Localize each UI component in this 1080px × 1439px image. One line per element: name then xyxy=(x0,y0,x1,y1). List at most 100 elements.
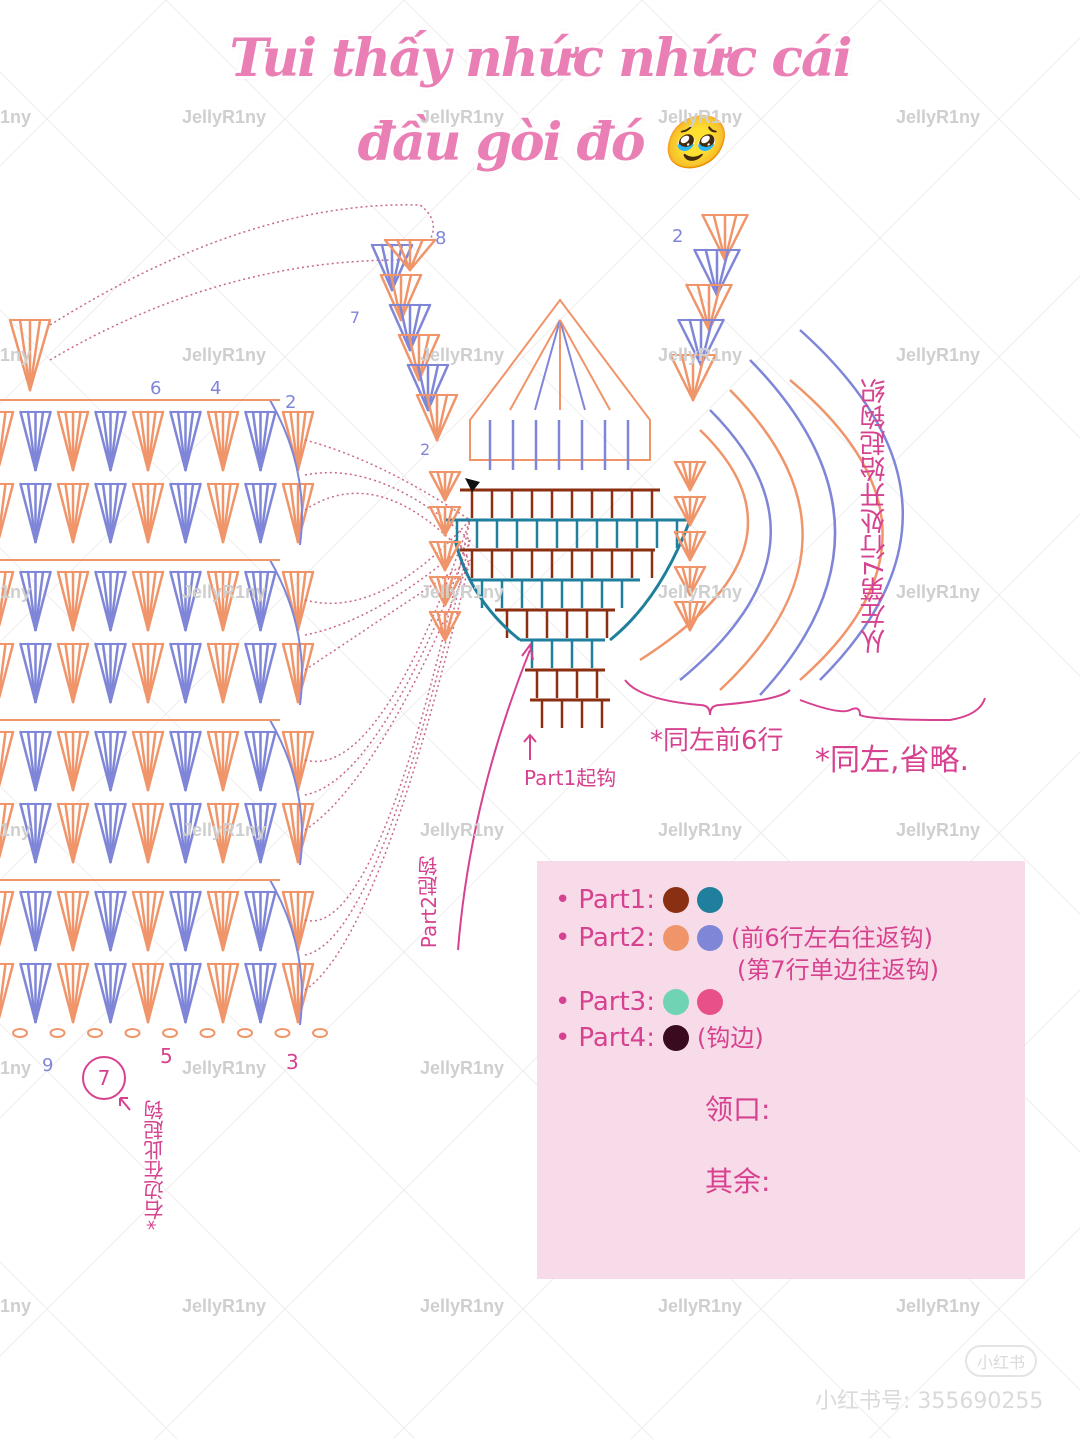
fan-stitch xyxy=(389,273,403,322)
fan-stitch xyxy=(396,238,412,272)
watermark: JellyR1ny xyxy=(182,1296,267,1316)
fan-stitch xyxy=(680,353,695,402)
fan-stitch xyxy=(109,410,127,472)
watermark: 1ny xyxy=(0,107,32,127)
watermark: JellyR1ny xyxy=(420,820,505,840)
fan-stitch xyxy=(28,318,42,392)
fan-stitch xyxy=(379,273,403,322)
watermark: 1ny xyxy=(0,582,32,602)
fan-stitch xyxy=(0,642,7,697)
row-arc xyxy=(719,389,804,691)
fan-stitch xyxy=(34,962,52,1024)
fan-stitch xyxy=(71,802,90,864)
watermark: JellyR1ny xyxy=(896,345,981,365)
fan-stitch xyxy=(415,393,439,442)
fan-stitch xyxy=(0,962,15,1020)
chain-stitch xyxy=(12,1028,28,1038)
fan-stitch xyxy=(688,495,707,527)
fan-stitch xyxy=(691,353,717,402)
edge-curve xyxy=(269,559,303,706)
fan-stitch xyxy=(296,410,315,472)
fan-stitch xyxy=(34,730,52,792)
fan-stitch xyxy=(398,303,412,352)
legend-label: Part3: xyxy=(578,987,655,1017)
fan-stitch xyxy=(380,243,394,292)
color-swatch xyxy=(696,887,723,913)
fan-stitch xyxy=(109,890,127,952)
fan-stitch xyxy=(0,570,7,625)
fan-stitch xyxy=(259,642,277,704)
watermark: JellyR1ny xyxy=(896,820,981,840)
fan-stitch xyxy=(146,890,165,952)
row-number: 4 xyxy=(210,378,222,399)
fan-stitch xyxy=(259,730,277,792)
legend-note-2: (第7行单边往返钩) xyxy=(737,956,939,984)
watermark: JellyR1ny xyxy=(420,1058,505,1078)
background-grid-line xyxy=(0,1023,416,1439)
watermark: JellyR1ny xyxy=(658,107,743,127)
fan-stitch xyxy=(109,730,127,792)
fan-stitch xyxy=(34,642,52,704)
watermark: JellyR1ny xyxy=(182,345,267,365)
fan-stitch xyxy=(0,890,15,948)
legend-label: Part1: xyxy=(578,885,655,915)
fan-stitch xyxy=(408,238,437,272)
watermark: 1ny xyxy=(0,1296,32,1316)
fan-stitch xyxy=(296,730,315,792)
chain-stitch xyxy=(49,1028,66,1038)
fan-stitch xyxy=(109,802,127,864)
row-number: 5 xyxy=(160,1044,173,1068)
fan-stitch xyxy=(296,890,315,952)
legend-item-part2: • Part2: (前6行左右往返钩) xyxy=(555,923,933,953)
watermark: JellyR1ny xyxy=(420,582,505,602)
start-note-left: *右边在此起钩 xyxy=(143,1100,167,1230)
fan-stitch xyxy=(71,890,90,952)
fan-stitch xyxy=(28,318,52,392)
fan-stitch xyxy=(184,730,202,792)
fan-stitch xyxy=(390,243,414,292)
fan-stitch xyxy=(259,410,277,472)
watermark: JellyR1ny xyxy=(182,1058,267,1078)
legend-note: (前6行左右往返钩) xyxy=(730,924,933,952)
fan-stitch xyxy=(221,962,240,1024)
legend-label: Part4: xyxy=(578,1023,655,1053)
fan-stitch xyxy=(71,642,90,704)
fan-row-number: 2 xyxy=(672,226,684,247)
watermark: 1ny xyxy=(0,345,32,365)
fan-stitch xyxy=(685,283,711,332)
watermark: 1ny xyxy=(0,820,32,840)
edge-curve xyxy=(269,719,303,866)
fan-stitch xyxy=(259,890,277,952)
connector-dotted xyxy=(304,519,471,763)
brace xyxy=(624,679,791,716)
vertical-note: 从左第7行处开始起钩织 xyxy=(860,378,890,655)
fan-stitch xyxy=(71,962,90,1024)
legend-item-part1: • Part1: xyxy=(555,885,723,915)
fan-stitch xyxy=(109,570,127,632)
row-arc xyxy=(789,379,884,681)
fan-stitch xyxy=(383,238,412,272)
fan-row-number: 7 xyxy=(349,308,361,327)
color-swatch xyxy=(662,887,689,913)
fan-stitch xyxy=(443,575,462,607)
fan-stitch xyxy=(0,802,7,857)
watermark: JellyR1ny xyxy=(896,107,981,127)
fan-stitch xyxy=(435,393,449,442)
watermark: JellyR1ny xyxy=(182,582,267,602)
fan-stitch xyxy=(71,570,90,632)
fan-stitch xyxy=(34,482,52,544)
stitch xyxy=(559,319,586,411)
fan-stitch xyxy=(443,470,462,502)
fan-stitch xyxy=(408,238,424,272)
fan-stitch xyxy=(417,333,441,382)
row-arc xyxy=(679,409,772,681)
fan-stitch xyxy=(443,505,462,537)
row-number: 3 xyxy=(286,1050,299,1074)
fan-stitch xyxy=(0,570,15,628)
watermark: 1ny xyxy=(0,1058,32,1078)
chain-stitch xyxy=(124,1028,141,1038)
fan-stitch xyxy=(259,482,277,544)
chain-stitch xyxy=(274,1028,291,1038)
legend-item-part3: • Part3: xyxy=(555,987,723,1017)
